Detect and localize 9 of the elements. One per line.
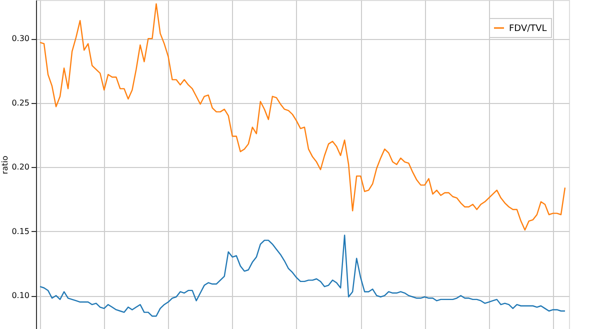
line-series <box>39 3 566 231</box>
y-tick-label: 0.10 <box>12 291 30 300</box>
y-tick-label: 0.25 <box>12 98 30 108</box>
y-tick-label: 0.20 <box>12 162 30 172</box>
y-axis-title: ratio <box>0 156 10 174</box>
y-tick-label: 0.15 <box>12 226 30 236</box>
legend-label: FDV/TVL <box>509 24 547 34</box>
y-tick-label: 0.30 <box>12 34 30 44</box>
line-series <box>39 234 566 317</box>
